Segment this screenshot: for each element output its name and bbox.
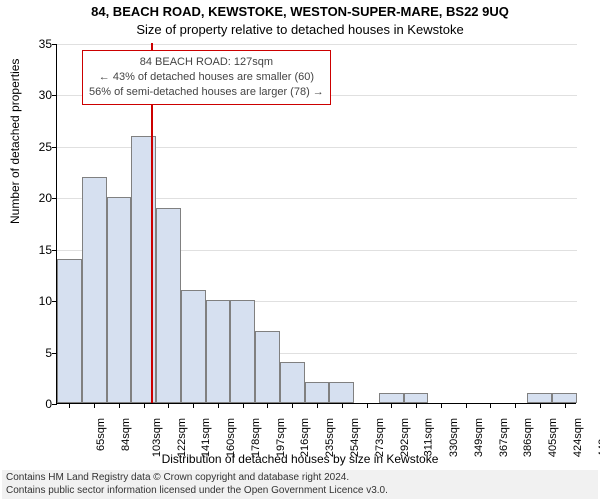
x-tick-mark xyxy=(119,403,120,408)
x-tick-label: 178sqm xyxy=(250,418,262,457)
x-tick-label: 141sqm xyxy=(201,418,213,457)
x-tick-label: 386sqm xyxy=(522,418,534,457)
x-tick-label: 273sqm xyxy=(374,418,386,457)
x-tick-mark xyxy=(391,403,392,408)
x-tick-mark xyxy=(490,403,491,408)
y-tick-label: 35 xyxy=(12,37,52,51)
x-tick-mark xyxy=(94,403,95,408)
x-tick-mark xyxy=(144,403,145,408)
x-tick-label: 235sqm xyxy=(324,418,336,457)
y-tick-label: 30 xyxy=(12,88,52,102)
info-box-line-1: 84 BEACH ROAD: 127sqm xyxy=(89,55,324,70)
x-tick-mark xyxy=(193,403,194,408)
y-tick-label: 20 xyxy=(12,191,52,205)
y-tick-label: 25 xyxy=(12,140,52,154)
y-tick-label: 10 xyxy=(12,294,52,308)
x-tick-mark xyxy=(342,403,343,408)
x-tick-mark xyxy=(69,403,70,408)
x-tick-label: 197sqm xyxy=(275,418,287,457)
x-tick-mark xyxy=(565,403,566,408)
chart-container: 84, BEACH ROAD, KEWSTOKE, WESTON-SUPER-M… xyxy=(0,0,600,500)
histogram-bar xyxy=(404,393,429,403)
y-tick-mark xyxy=(52,250,57,251)
histogram-bar xyxy=(379,393,404,403)
histogram-bar xyxy=(230,300,255,403)
y-tick-label: 15 xyxy=(12,243,52,257)
x-tick-label: 367sqm xyxy=(498,418,510,457)
y-tick-mark xyxy=(52,95,57,96)
histogram-bar xyxy=(552,393,577,403)
histogram-bar xyxy=(156,208,181,403)
info-box-line-2: ← 43% of detached houses are smaller (60… xyxy=(89,70,324,85)
histogram-bar xyxy=(206,300,231,403)
histogram-bar xyxy=(329,382,354,403)
footer-line-2: Contains public sector information licen… xyxy=(6,485,594,498)
x-tick-label: 84sqm xyxy=(120,418,132,451)
x-tick-mark xyxy=(466,403,467,408)
x-tick-label: 254sqm xyxy=(349,418,361,457)
footer-attribution: Contains HM Land Registry data © Crown c… xyxy=(2,470,598,499)
chart-title-subtitle: Size of property relative to detached ho… xyxy=(0,22,600,37)
y-tick-mark xyxy=(52,198,57,199)
x-tick-mark xyxy=(540,403,541,408)
x-tick-mark xyxy=(292,403,293,408)
x-tick-label: 405sqm xyxy=(547,418,559,457)
info-box-line-3: 56% of semi-detached houses are larger (… xyxy=(89,85,324,100)
gridline xyxy=(57,44,577,45)
y-tick-mark xyxy=(52,404,57,405)
histogram-bar xyxy=(305,382,330,403)
histogram-bar xyxy=(527,393,552,403)
y-tick-mark xyxy=(52,147,57,148)
x-tick-mark xyxy=(441,403,442,408)
x-tick-mark xyxy=(367,403,368,408)
x-tick-label: 349sqm xyxy=(473,418,485,457)
x-tick-mark xyxy=(267,403,268,408)
histogram-bar xyxy=(181,290,206,403)
x-tick-mark xyxy=(515,403,516,408)
x-tick-mark xyxy=(317,403,318,408)
x-tick-label: 311sqm xyxy=(423,418,435,456)
chart-title-address: 84, BEACH ROAD, KEWSTOKE, WESTON-SUPER-M… xyxy=(0,4,600,19)
x-tick-label: 65sqm xyxy=(95,418,107,451)
info-box: 84 BEACH ROAD: 127sqm ← 43% of detached … xyxy=(82,50,331,105)
x-tick-label: 103sqm xyxy=(151,418,163,457)
y-tick-label: 0 xyxy=(12,397,52,411)
histogram-bar xyxy=(107,197,132,403)
x-tick-mark xyxy=(168,403,169,408)
x-tick-label: 216sqm xyxy=(300,418,312,457)
x-tick-label: 122sqm xyxy=(176,418,188,457)
histogram-bar xyxy=(280,362,305,403)
histogram-bar xyxy=(57,259,82,403)
x-tick-mark xyxy=(218,403,219,408)
x-tick-label: 292sqm xyxy=(399,418,411,457)
x-tick-label: 424sqm xyxy=(572,418,584,457)
x-tick-label: 330sqm xyxy=(448,418,460,457)
x-tick-label: 160sqm xyxy=(225,418,237,457)
y-tick-label: 5 xyxy=(12,346,52,360)
y-tick-mark xyxy=(52,44,57,45)
x-tick-mark xyxy=(416,403,417,408)
footer-line-1: Contains HM Land Registry data © Crown c… xyxy=(6,472,594,485)
histogram-bar xyxy=(82,177,107,403)
histogram-bar xyxy=(255,331,280,403)
plot-area: 84 BEACH ROAD: 127sqm ← 43% of detached … xyxy=(56,44,576,404)
x-tick-mark xyxy=(243,403,244,408)
